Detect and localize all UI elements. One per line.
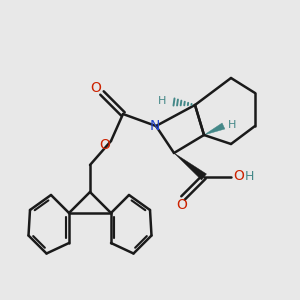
Text: H: H: [228, 120, 237, 130]
Text: O: O: [99, 138, 110, 152]
Polygon shape: [204, 123, 225, 135]
Text: N: N: [149, 119, 160, 133]
Polygon shape: [174, 153, 206, 180]
Text: H: H: [158, 96, 166, 106]
Text: H: H: [245, 170, 254, 183]
Text: O: O: [91, 81, 101, 94]
Text: O: O: [233, 169, 244, 183]
Text: O: O: [176, 198, 187, 212]
